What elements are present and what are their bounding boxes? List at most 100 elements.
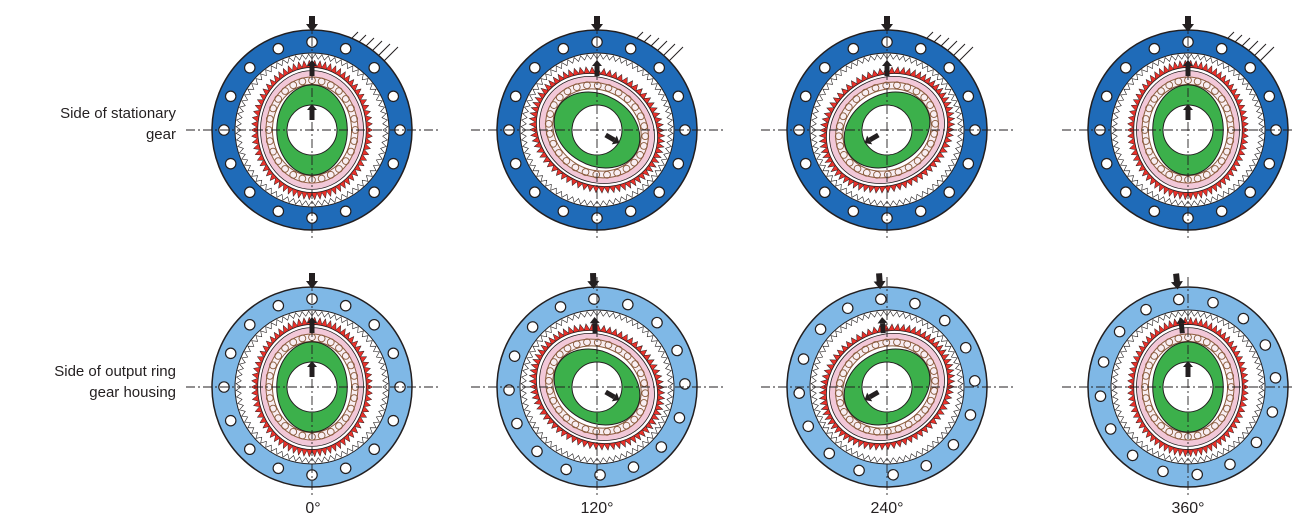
input-arrow-shaft [604, 389, 616, 400]
bolt-hole [503, 384, 515, 396]
bearing-ball [640, 399, 648, 407]
bearing-ball [583, 338, 591, 347]
bolt-hole [1100, 157, 1113, 170]
bolt-hole [339, 462, 352, 475]
bolt-hole [368, 443, 381, 456]
bearing-ball [341, 352, 350, 360]
bolt-hole [802, 420, 815, 433]
flexspline-arrow [307, 60, 317, 76]
bearing-ball [882, 81, 891, 90]
bolt-hole [853, 464, 865, 477]
row-label-line: gear housing [89, 384, 176, 401]
bolt-hole [653, 61, 666, 74]
bolt-hole [387, 90, 400, 103]
bolt-hole [528, 61, 541, 74]
bearing-ball [298, 431, 307, 440]
bearing-ball [269, 104, 277, 113]
bearing-ball [1145, 104, 1153, 113]
bearing-ball [853, 421, 862, 430]
bearing-ball [631, 103, 640, 111]
bearing-ball [640, 122, 649, 130]
flexspline-arrow-head [592, 60, 602, 66]
row-label-line: Side of stationary [60, 105, 176, 122]
bearing-ball [912, 344, 921, 353]
flexspline-arrow [877, 317, 888, 334]
bolt-hole [1126, 449, 1139, 462]
bearing-ball [862, 425, 871, 434]
flexspline-arrow [1183, 60, 1193, 76]
bearing-ball [563, 344, 572, 353]
ring-marker-head [873, 280, 886, 290]
bearing-ball [269, 147, 277, 156]
bearing-ball [1211, 165, 1219, 173]
bearing-ball [298, 174, 307, 183]
bearing-ball [1157, 344, 1165, 352]
bearing-ball [845, 158, 854, 167]
bearing-ball [1165, 428, 1174, 436]
input-arrow-head [611, 392, 620, 402]
bolt-hole [938, 314, 951, 327]
input-arrow [604, 132, 620, 145]
bolt-hole [1113, 325, 1126, 338]
bearing-ball [317, 174, 326, 183]
flexspline-arrow [592, 60, 602, 76]
bolt-hole [368, 61, 381, 74]
bolt-hole [243, 443, 256, 456]
bearing-ball [298, 77, 307, 86]
input-arrow-head [611, 135, 620, 145]
bolt-hole [387, 414, 400, 427]
bolt-hole [962, 157, 975, 170]
bolt-hole [1215, 205, 1228, 218]
bolt-hole [339, 205, 352, 218]
bearing-ball [613, 168, 622, 177]
bearing-ball [893, 338, 901, 347]
bolt-hole [1191, 468, 1203, 481]
bolt-hole [1140, 303, 1152, 316]
bearing-ball [1165, 338, 1174, 346]
bearing-ball [1193, 174, 1202, 183]
bearing-ball [593, 338, 602, 347]
bearing-ball [546, 367, 554, 375]
bearing-ball [1217, 95, 1226, 103]
bolt-hole [671, 344, 683, 357]
input-arrow-shaft [604, 132, 616, 143]
input-arrow-shaft [868, 389, 880, 400]
bearing-ball [281, 165, 289, 173]
bearing-ball [931, 376, 940, 385]
ring-marker-shaft [1185, 16, 1191, 26]
bolt-hole [272, 462, 285, 475]
bearing-ball [1157, 165, 1165, 173]
bolt-holes [218, 293, 406, 481]
bearing-ball [845, 415, 854, 424]
bearing-ball [593, 81, 602, 90]
ring-marker [591, 16, 603, 32]
bolt-hole [528, 186, 541, 199]
ring-marker [306, 16, 318, 32]
bearing-ball [281, 422, 289, 430]
bearing-ball [549, 139, 558, 148]
bolt-hole [243, 61, 256, 74]
ring-marker [881, 16, 893, 32]
ring-marker-shaft [309, 16, 315, 26]
gear-unit [186, 16, 438, 240]
bolt-hole [799, 157, 812, 170]
bearing-ball [317, 334, 326, 343]
flexspline [818, 323, 956, 451]
bearing-ball [1217, 157, 1226, 165]
input-arrow [307, 361, 317, 377]
bolt-holes [218, 36, 406, 224]
bolt-hole [627, 461, 640, 473]
bearing-ball [622, 421, 631, 430]
input-arrow-head [307, 361, 317, 367]
bolt-hole [594, 469, 606, 481]
bolt-hole [947, 438, 960, 451]
bolt-hole [793, 387, 806, 399]
bearing-ball [1211, 87, 1219, 95]
bolt-hole [1237, 312, 1250, 325]
bearing-ball [636, 408, 644, 416]
bolt-holes [1094, 36, 1282, 224]
bearing-ball [563, 87, 572, 96]
bolt-hole [818, 186, 831, 199]
bearing-ball [1165, 171, 1174, 179]
bearing-ball [298, 334, 307, 343]
